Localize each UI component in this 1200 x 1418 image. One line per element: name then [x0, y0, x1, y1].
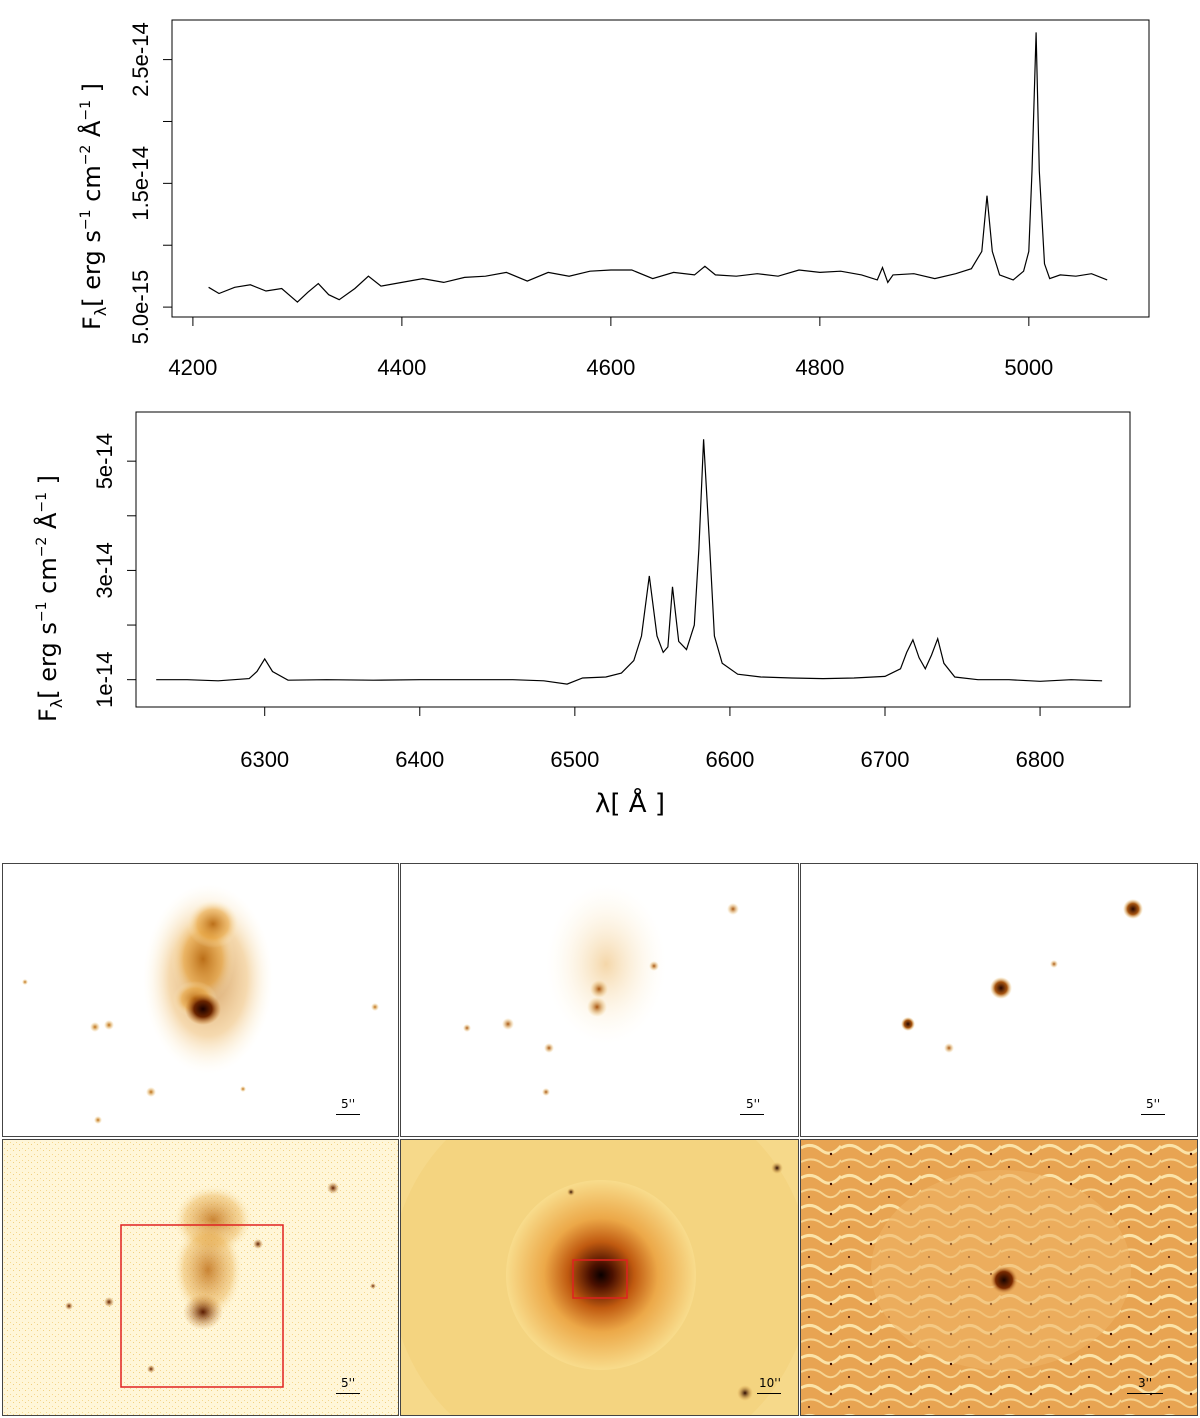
image-4-galaxy-with-box — [3, 1140, 398, 1415]
top-plot-frame — [171, 19, 1150, 318]
scale-label-6: 3'' — [1138, 1376, 1153, 1390]
bottom-spectrum-line — [156, 439, 1103, 685]
scale-label-5: 10'' — [759, 1376, 781, 1390]
bottom-plot-frame — [135, 411, 1131, 708]
bottom-y-ticks: 1e-14 3e-14 5e-14 — [92, 433, 136, 708]
bottom-y-axis-label: Fλ[ erg s−1 cm−2 Å−1 ] — [33, 475, 66, 722]
x-tick-label: 6800 — [1016, 747, 1065, 772]
image-5-large-field — [401, 1140, 798, 1415]
x-tick-label: 6400 — [395, 747, 444, 772]
scale-bar-2 — [740, 1114, 764, 1115]
scale-bar-1 — [336, 1114, 360, 1115]
top-spectrum-line — [208, 32, 1108, 303]
top-spectrum-chart: 4200 4400 4600 4800 5000 5.0e-15 1.5e-14 2.5e-… — [77, 19, 1150, 380]
scale-bar-3 — [1141, 1114, 1165, 1115]
zoom-box-4 — [120, 1224, 284, 1388]
x-tick-label: 6500 — [550, 747, 599, 772]
y-tick-label: 1.5e-14 — [128, 146, 153, 221]
scale-label-2: 5'' — [746, 1097, 761, 1111]
x-tick-label: 5000 — [1004, 355, 1053, 380]
scale-bar-4 — [336, 1393, 360, 1394]
spectra-figure: 4200 4400 4600 4800 5000 5.0e-15 1.5e-14 2.5e-… — [33, 19, 1150, 819]
bottom-x-ticks: 6300 6400 6500 6600 6700 6800 — [240, 707, 1065, 772]
zoom-box-5 — [572, 1259, 628, 1299]
image-panel-4: 5'' — [2, 1139, 399, 1416]
y-tick-label: 2.5e-14 — [128, 22, 153, 97]
bottom-spectrum-chart: 6300 6400 6500 6600 6700 6800 1e-14 3e-14 5e-14… — [33, 411, 1131, 819]
image-panel-1: 5'' — [2, 863, 399, 1137]
image-panel-3: 5'' — [800, 863, 1198, 1137]
scale-bar-5 — [757, 1393, 781, 1394]
x-tick-label: 4200 — [168, 355, 217, 380]
top-y-ticks: 5.0e-15 1.5e-14 2.5e-14 — [128, 22, 172, 344]
x-tick-label: 6300 — [240, 747, 289, 772]
image-panel-6: 3'' — [800, 1139, 1198, 1416]
x-tick-label: 4800 — [795, 355, 844, 380]
x-tick-label: 6700 — [861, 747, 910, 772]
x-tick-label: 6600 — [705, 747, 754, 772]
top-y-axis-label: Fλ[ erg s−1 cm−2 Å−1 ] — [77, 83, 110, 330]
bottom-x-axis-label: λ[ Å ] — [595, 787, 665, 819]
image-6-residual-map — [801, 1140, 1197, 1415]
image-2-faint-galaxy — [401, 864, 798, 1136]
scale-bar-6 — [1127, 1393, 1163, 1394]
y-tick-label: 1e-14 — [92, 652, 117, 708]
y-tick-label: 5.0e-15 — [128, 270, 153, 345]
y-tick-label: 3e-14 — [92, 542, 117, 598]
x-tick-label: 4600 — [586, 355, 635, 380]
scale-label-4: 5'' — [341, 1376, 356, 1390]
scale-label-1: 5'' — [341, 1097, 356, 1111]
image-panel-2: 5'' — [400, 863, 799, 1137]
image-3-point-sources — [801, 864, 1197, 1136]
image-1-galaxy-clumpy — [3, 864, 398, 1136]
image-panel-5: 10'' — [400, 1139, 799, 1416]
y-tick-label: 5e-14 — [92, 433, 117, 489]
top-x-ticks: 4200 4400 4600 4800 5000 — [168, 317, 1053, 380]
x-tick-label: 4400 — [377, 355, 426, 380]
scale-label-3: 5'' — [1146, 1097, 1161, 1111]
